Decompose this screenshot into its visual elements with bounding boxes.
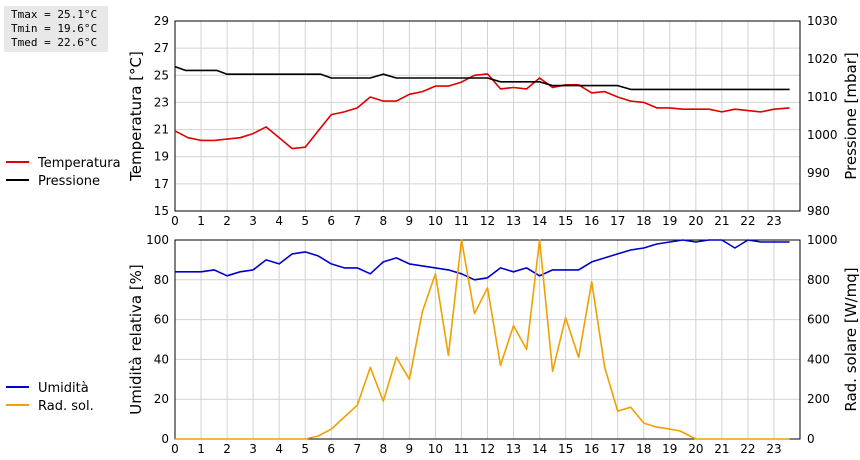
x-tick-label: 5 [301,214,309,228]
legend-label: Temperatura [37,156,121,171]
x-tick-label: 4 [275,442,283,456]
tmax-label: Tmax = 25.1°C [11,8,98,21]
x-tick-label: 20 [688,214,703,228]
y-right-tick-label: 980 [807,204,830,218]
y-right-tick-label: 1010 [807,90,838,104]
x-tick-label: 7 [353,214,361,228]
x-tick-label: 9 [406,442,414,456]
x-tick-label: 8 [380,442,388,456]
x-tick-label: 19 [662,442,677,456]
y-left-axis-title: Temperatura [°C] [127,51,145,182]
x-tick-label: 13 [506,214,521,228]
plot-frame [174,239,801,440]
x-tick-label: 16 [584,214,599,228]
x-tick-label: 12 [480,214,495,228]
y-right-tick-label: 400 [807,352,830,366]
x-tick-label: 21 [714,214,729,228]
x-tick-label: 1 [197,214,205,228]
x-tick-label: 11 [454,442,469,456]
x-tick-label: 0 [171,214,179,228]
humidity-radiation-chart: 0 1 2 3 4 5 6 7 8 9 10 11 12 13 14 15 16 17 18 19 20 21 22 2302… [6,233,860,456]
x-tick-label: 18 [636,214,651,228]
y-left-tick-label: 19 [154,150,169,164]
y-right-tick-label: 800 [807,273,830,287]
x-tick-label: 15 [558,442,573,456]
legend-label: Umidità [38,381,89,396]
x-tick-label: 2 [223,442,231,456]
x-tick-label: 14 [532,214,547,228]
y-right-axis-title: Rad. solare [W/mq] [842,267,860,411]
x-tick-label: 5 [301,442,309,456]
x-tick-label: 8 [380,214,388,228]
x-tick-label: 9 [406,214,414,228]
tmin-label: Tmin = 19.6°C [11,22,98,35]
x-tick-label: 1 [197,442,205,456]
y-left-tick-label: 40 [154,352,169,366]
x-tick-label: 21 [714,442,729,456]
x-tick-label: 2 [223,214,231,228]
y-left-tick-label: 80 [154,273,169,287]
y-right-tick-label: 1000 [807,233,838,247]
y-left-tick-label: 21 [154,123,169,137]
stats-box: Tmax = 25.1°C Tmin = 19.6°C Tmed = 22.6°… [4,6,108,52]
y-left-tick-label: 60 [154,313,169,327]
legend-label: Rad. sol. [38,399,94,414]
y-right-tick-label: 990 [807,166,830,180]
y-left-tick-label: 29 [154,14,169,28]
y-left-tick-label: 17 [154,177,169,191]
y-left-axis-title: Umidità relativa [%] [127,264,145,415]
temperature-pressure-chart: 0 1 2 3 4 5 6 7 8 9 10 11 12 13 14 15 16 17 18 19 20 21 22 2315… [6,14,860,228]
x-tick-label: 10 [428,214,443,228]
x-tick-label: 23 [766,442,781,456]
x-tick-label: 17 [610,442,625,456]
x-tick-label: 17 [610,214,625,228]
legend-label: Pressione [38,174,100,189]
y-right-tick-label: 200 [807,392,830,406]
x-tick-label: 0 [171,442,179,456]
y-right-tick-label: 600 [807,313,830,327]
x-tick-label: 23 [766,214,781,228]
x-tick-label: 3 [249,214,257,228]
series-line-pressione [174,65,790,91]
y-left-tick-label: 25 [154,68,169,82]
y-left-tick-label: 23 [154,95,169,109]
x-tick-label: 22 [740,442,755,456]
series-line-temperatura [174,73,790,150]
x-tick-label: 12 [480,442,495,456]
x-tick-label: 10 [428,442,443,456]
x-tick-label: 18 [636,442,651,456]
y-left-tick-label: 0 [161,432,169,446]
y-right-tick-label: 1000 [807,128,838,142]
x-tick-label: 16 [584,442,599,456]
x-tick-label: 19 [662,214,677,228]
tmed-label: Tmed = 22.6°C [11,36,98,49]
y-right-axis-title: Pressione [mbar] [842,52,860,180]
x-tick-label: 11 [454,214,469,228]
x-tick-label: 14 [532,442,547,456]
x-tick-label: 3 [249,442,257,456]
series-line-rad-sol- [175,239,790,440]
x-tick-label: 20 [688,442,703,456]
y-left-tick-label: 15 [154,204,169,218]
y-right-tick-label: 1030 [807,14,838,28]
y-left-tick-label: 27 [154,41,169,55]
x-tick-label: 6 [327,214,335,228]
y-left-tick-label: 20 [154,392,169,406]
x-tick-label: 15 [558,214,573,228]
x-tick-label: 6 [327,442,335,456]
y-right-tick-label: 0 [807,432,815,446]
y-left-tick-label: 100 [146,233,169,247]
x-tick-label: 13 [506,442,521,456]
x-tick-label: 22 [740,214,755,228]
x-tick-label: 4 [275,214,283,228]
series-line-umidit- [175,239,790,281]
y-right-tick-label: 1020 [807,52,838,66]
x-tick-label: 7 [353,442,361,456]
plot-frame [174,20,801,212]
